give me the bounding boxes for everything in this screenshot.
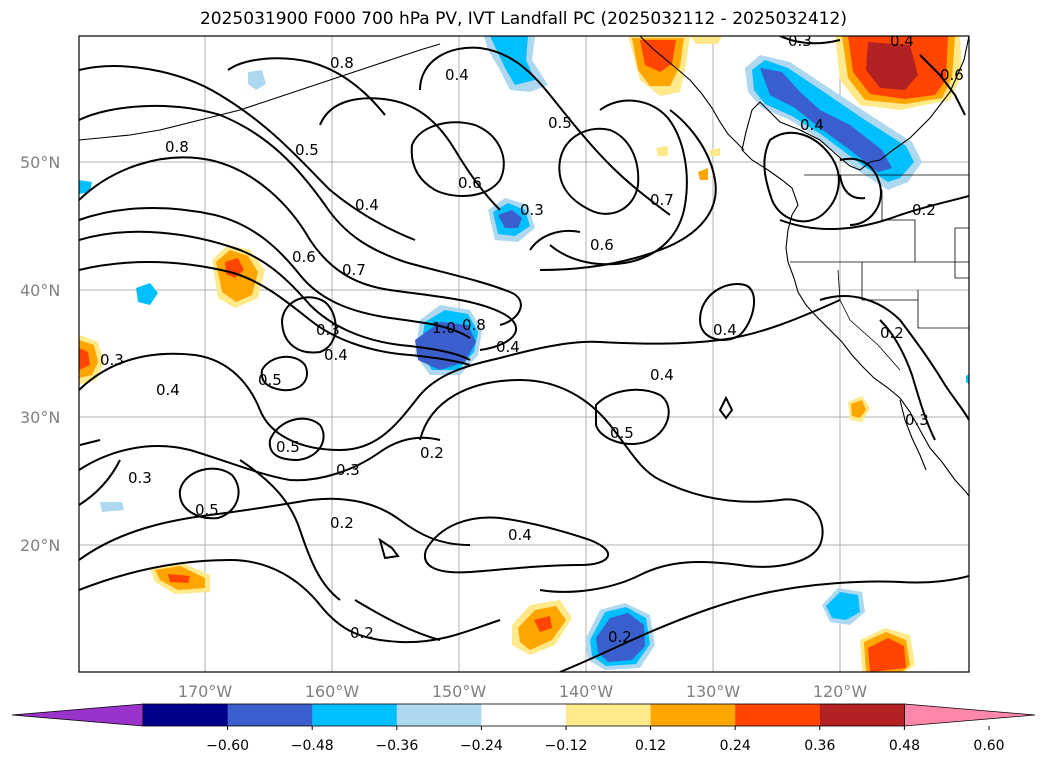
colorbar-tick-label: 0.12 [635,738,666,754]
colorbar-tick-label: −0.60 [206,738,249,754]
contour-label: 0.2 [420,444,444,462]
contour-label: 0.8 [330,54,354,72]
colorbar-tick-label: −0.36 [375,738,418,754]
latitude-labels: 50°N 40°N 30°N 20°N [20,153,60,555]
contour-label: 0.4 [355,196,379,214]
contour-label: 0.4 [496,338,520,356]
colorbar-tick-label: −0.24 [460,738,503,754]
colorbar-segment [819,704,905,726]
contour-label: 0.3 [100,351,124,369]
contour-label: 0.4 [508,526,532,544]
borders [790,174,969,371]
map-title: 2025031900 F000 700 hPa PV, IVT Landfall… [199,9,847,29]
colorbar-segment [481,704,567,726]
contour-label: 0.7 [342,261,366,279]
colorbar-outline [142,703,905,727]
colorbar-tick-label: 0.48 [889,738,920,754]
contour-label: 0.4 [156,381,180,399]
contour-label: 0.3 [336,461,360,479]
contour-label: 0.4 [324,346,348,364]
colorbar-ticks: −0.60 −0.48 −0.36 −0.24 −0.12 0.12 0.24 0.36 0.4… [206,726,1005,754]
colorbar-segment [227,704,313,726]
colorbar-tick-label: −0.12 [545,738,588,754]
contour-label: 0.3 [316,321,340,339]
contour-label-group: 0.8 0.4 0.5 0.3 0.4 0.8 0.5 0.6 0.7 0.4 … [100,32,964,646]
contour-label: 0.5 [548,114,572,132]
colorbar-segment [566,704,652,726]
contour-label: 0.2 [912,201,936,219]
colorbar-segment [396,704,482,726]
lon-label-120w: 120°W [813,682,868,701]
lat-label-20n: 20°N [20,536,60,555]
contour-label: 0.7 [650,191,674,209]
lat-label-50n: 50°N [20,153,60,172]
contour-label: 0.5 [258,371,282,389]
contour-label: 0.4 [890,32,914,50]
colorbar-segment [650,704,736,726]
lon-label-150w: 150°W [432,682,487,701]
contour-label: 0.8 [165,138,189,156]
contour-label: 0.6 [458,174,482,192]
lat-label-40n: 40°N [20,281,60,300]
colorbar-tick-label: −0.48 [291,738,334,754]
contour-label: 0.4 [445,66,469,84]
contour-label: 0.3 [905,411,929,429]
map-area [79,36,969,672]
lat-label-30n: 30°N [20,408,60,427]
contour-label: 0.2 [350,624,374,642]
lon-label-160w: 160°W [305,682,360,701]
contour-label: 0.4 [713,321,737,339]
contour-label: 0.6 [940,66,964,84]
colorbar-extend-high [904,703,1036,727]
pv-contours [79,36,969,672]
colorbar-segment [312,704,398,726]
contour-label: 0.3 [128,469,152,487]
colorbar-extend-low [11,703,144,727]
contour-label: 0.6 [590,236,614,254]
longitude-labels: 170°W 160°W 150°W 140°W 130°W 120°W [178,682,868,701]
contour-label: 0.4 [800,116,824,134]
colorbar [11,703,1036,727]
map-frame [78,35,970,673]
colorbar-segment [143,704,229,726]
contour-label: 0.2 [330,514,354,532]
contour-label: 0.5 [276,438,300,456]
colorbar-tick-label: 0.60 [973,738,1004,754]
contour-label: 0.8 [462,316,486,334]
contour-label: 0.4 [650,366,674,384]
colorbar-tick-label: 0.36 [804,738,835,754]
contour-label: 0.2 [880,324,904,342]
lon-label-140w: 140°W [559,682,614,701]
contour-label: 0.3 [520,201,544,219]
contour-label: 0.5 [295,141,319,159]
colorbar-segment [735,704,821,726]
contour-label: 0.2 [608,628,632,646]
lon-label-130w: 130°W [686,682,741,701]
contour-label: 0.6 [292,248,316,266]
contour-label: 0.3 [788,32,812,50]
lon-label-170w: 170°W [178,682,233,701]
contour-label: 1.0 [432,319,456,337]
contour-label: 0.5 [195,501,219,519]
coastline [79,36,969,497]
contour-label: 0.5 [610,424,634,442]
colorbar-tick-label: 0.24 [720,738,751,754]
